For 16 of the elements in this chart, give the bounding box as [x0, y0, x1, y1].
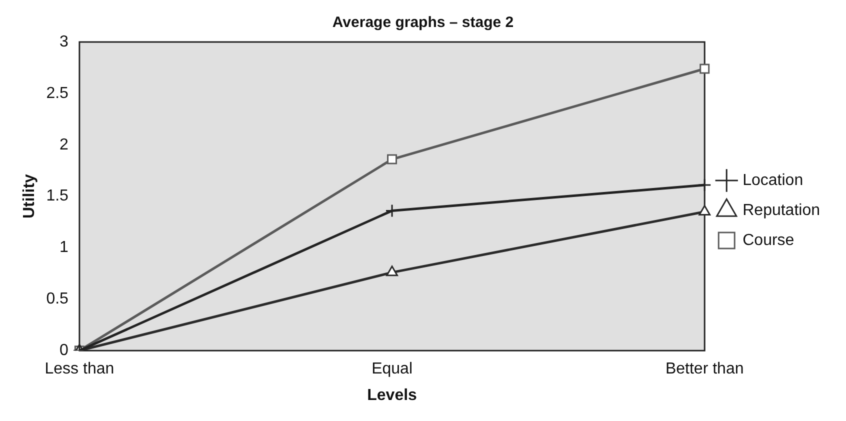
y-tick-label: 1.5: [46, 188, 69, 205]
y-tick-label: 2.5: [46, 84, 69, 102]
x-axis-title: Levels: [367, 386, 418, 404]
legend-label: Course: [742, 232, 794, 249]
y-tick-label: 0: [60, 342, 69, 360]
y-tick-label: 2: [60, 136, 69, 154]
legend-label: Reputation: [742, 202, 820, 219]
legend-label: Location: [742, 172, 804, 189]
y-axis-title: Utility: [21, 174, 38, 219]
y-tick-label: 1: [60, 239, 69, 256]
y-tick-label: 0.5: [46, 290, 69, 308]
x-tick-label: Equal: [372, 360, 412, 378]
x-tick-label: Less than: [44, 360, 114, 378]
x-tick-label: Better than: [665, 360, 744, 378]
y-tick-label: 3: [60, 33, 69, 50]
chart-title: Average graphs – stage 2: [332, 14, 514, 32]
